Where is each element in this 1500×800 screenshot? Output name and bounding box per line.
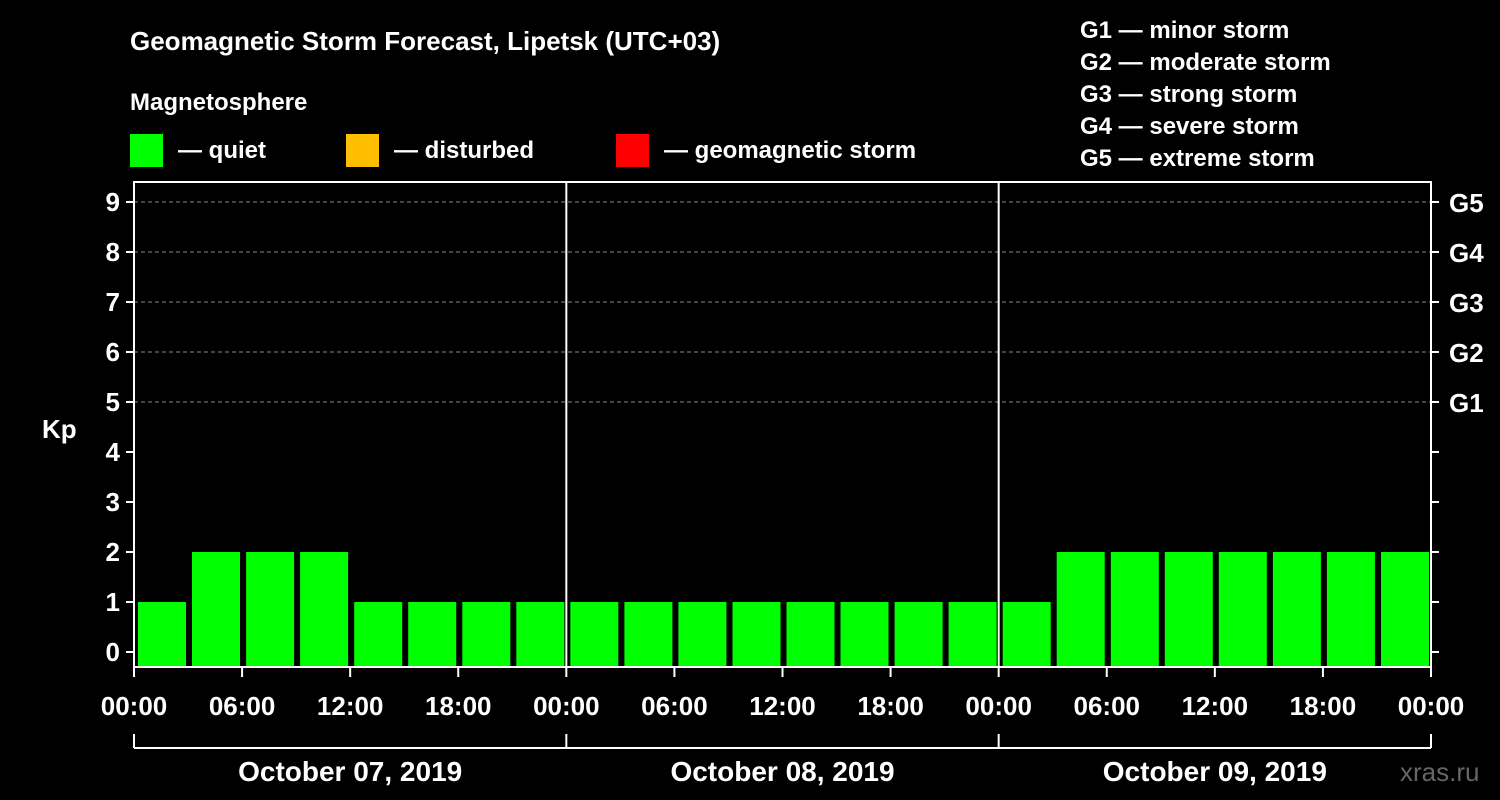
kp-bar (948, 602, 997, 667)
kp-bar (786, 602, 835, 667)
storm-scale-g3: G3 — strong storm (1080, 81, 1297, 108)
legend-swatch-storm (616, 134, 649, 167)
kp-bar (624, 602, 673, 667)
y-tick-label: 0 (106, 637, 120, 667)
axes (126, 181, 1439, 749)
y-tick-label: 2 (106, 537, 120, 567)
x-tick-label: 00:00 (533, 691, 600, 721)
y-axis-label: Kp (42, 414, 77, 444)
kp-bar (678, 602, 727, 667)
kp-bar (516, 602, 565, 667)
tick-labels: 0 1 2 3 4 5 6 7 8 9 G1 G2 G3 G4 G5 00:00 06:00 12:00 18:00… (101, 187, 1484, 787)
kp-bar (246, 552, 295, 667)
x-tick-label: 12:00 (1182, 691, 1249, 721)
y-tick-label: 4 (106, 437, 121, 467)
y-tick-label: 1 (106, 587, 120, 617)
storm-scale-g2: G2 — moderate storm (1080, 49, 1331, 76)
kp-bar (1218, 552, 1267, 667)
y-tick-label: 8 (106, 237, 120, 267)
x-tick-label: 00:00 (1398, 691, 1465, 721)
storm-level-label: G4 (1449, 238, 1484, 268)
kp-bar (408, 602, 457, 667)
legend-title: Magnetosphere (130, 89, 307, 116)
watermark: xras.ru (1400, 757, 1479, 787)
kp-bar (1326, 552, 1375, 667)
storm-level-label: G3 (1449, 288, 1484, 318)
legend-label-storm: — geomagnetic storm (664, 137, 916, 164)
storm-scale-g1: G1 — minor storm (1080, 17, 1289, 44)
kp-bar (732, 602, 781, 667)
kp-bar (1272, 552, 1321, 667)
legend-swatch-quiet (130, 134, 163, 167)
chart-title: Geomagnetic Storm Forecast, Lipetsk (UTC… (130, 26, 720, 56)
x-tick-label: 06:00 (1074, 691, 1141, 721)
kp-bar (462, 602, 511, 667)
x-tick-label: 18:00 (425, 691, 492, 721)
day-label: October 09, 2019 (1103, 756, 1327, 787)
kp-bar (1164, 552, 1213, 667)
x-tick-label: 18:00 (1290, 691, 1357, 721)
x-tick-label: 00:00 (101, 691, 168, 721)
x-tick-label: 06:00 (209, 691, 276, 721)
legend-swatch-disturbed (346, 134, 379, 167)
storm-level-label: G2 (1449, 338, 1484, 368)
day-label: October 08, 2019 (670, 756, 894, 787)
grid-lines (134, 201, 1431, 403)
kp-bar (1381, 552, 1429, 667)
legend-label-disturbed: — disturbed (394, 137, 534, 164)
kp-bar (894, 602, 943, 667)
kp-bar (300, 552, 349, 667)
storm-scale-g4: G4 — severe storm (1080, 113, 1299, 140)
legend-label-quiet: — quiet (178, 137, 266, 164)
y-tick-label: 3 (106, 487, 120, 517)
x-tick-label: 12:00 (749, 691, 816, 721)
y-tick-label: 5 (106, 387, 120, 417)
x-tick-label: 00:00 (965, 691, 1032, 721)
kp-bar (570, 602, 619, 667)
storm-scale-g5: G5 — extreme storm (1080, 145, 1315, 172)
x-tick-label: 18:00 (857, 691, 924, 721)
storm-level-label: G1 (1449, 388, 1484, 418)
kp-bar (1056, 552, 1105, 667)
y-tick-label: 7 (106, 287, 120, 317)
bars (138, 552, 1429, 667)
kp-bar (1002, 602, 1051, 667)
day-label: October 07, 2019 (238, 756, 462, 787)
kp-bar (138, 602, 186, 667)
storm-level-label: G5 (1449, 188, 1484, 218)
kp-bar (192, 552, 240, 667)
kp-bar (840, 602, 889, 667)
x-tick-label: 06:00 (641, 691, 708, 721)
kp-bar (354, 602, 403, 667)
y-tick-label: 9 (106, 187, 120, 217)
y-tick-label: 6 (106, 337, 120, 367)
x-tick-label: 12:00 (317, 691, 384, 721)
kp-bar (1110, 552, 1159, 667)
